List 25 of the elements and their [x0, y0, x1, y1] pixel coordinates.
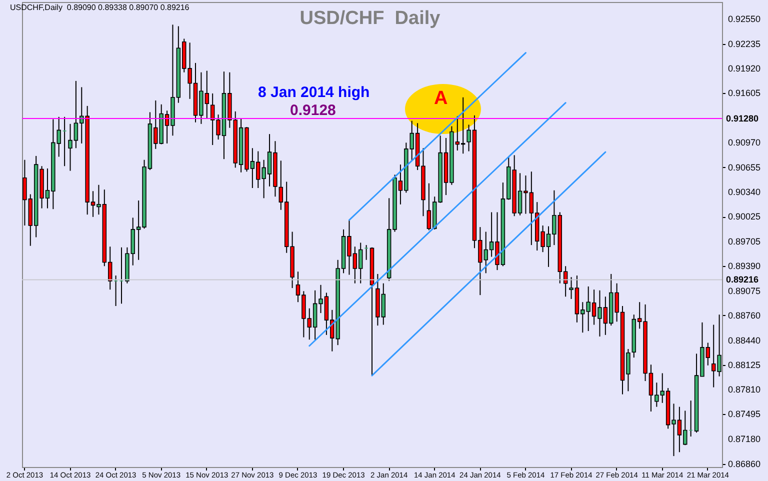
y-tick-label: 0.88125 — [728, 360, 761, 370]
y-tick-label: 0.90655 — [728, 162, 761, 172]
y-tick-label: 0.88440 — [728, 335, 761, 346]
y-tick-label: 0.89075 — [728, 286, 761, 296]
y-tick-label: 0.91605 — [728, 88, 761, 98]
ref-line-label: 0.91280 — [726, 113, 759, 124]
y-tick-label: 0.90025 — [728, 212, 761, 222]
y-tick-label: 0.89705 — [728, 236, 761, 247]
annotation: USDCHF,Daily 0.89090 0.89338 0.89070 0.89216 — [10, 3, 190, 12]
y-tick-label: 0.86860 — [728, 458, 761, 469]
chart-title: USD/CHF Daily — [300, 8, 440, 29]
y-tick-label: 0.89390 — [728, 261, 761, 272]
y-tick-label: 0.87495 — [728, 409, 761, 420]
y-tick-label: 0.87180 — [728, 434, 761, 444]
y-tick-label: 0.88760 — [728, 310, 761, 320]
y-tick-label: 0.91920 — [728, 63, 761, 74]
y-tick-label: 0.90340 — [728, 186, 761, 197]
y-tick-label: 0.87810 — [728, 384, 761, 395]
annotation: A — [434, 88, 448, 110]
y-tick-label: 0.92235 — [728, 38, 761, 49]
annotation: 0.9128 — [290, 102, 336, 119]
y-tick-label: 0.92550 — [728, 14, 761, 24]
annotation: 8 Jan 2014 high — [258, 84, 370, 101]
y-tick-label: 0.90970 — [728, 138, 761, 148]
ref-line-label: 0.89216 — [726, 274, 759, 285]
